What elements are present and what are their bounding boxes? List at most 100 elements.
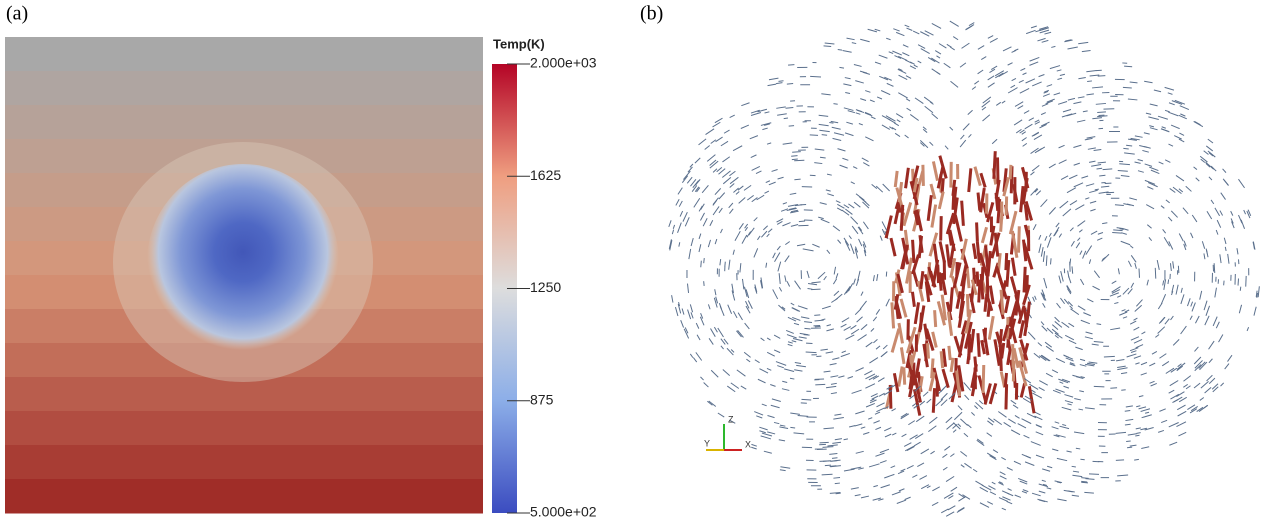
arrow: [1049, 65, 1061, 70]
arrow: [674, 307, 679, 317]
arrow: [696, 187, 701, 193]
arrow: [718, 192, 726, 200]
arrow: [1135, 434, 1140, 437]
arrow: [931, 22, 942, 29]
arrow: [1045, 345, 1054, 352]
arrow: [759, 368, 769, 374]
arrow: [1012, 404, 1019, 409]
arrow: [843, 326, 852, 331]
arrow: [766, 351, 775, 357]
arrow: [1204, 315, 1210, 326]
arrow: [1144, 179, 1156, 185]
arrow: [794, 362, 802, 365]
arrow: [768, 77, 779, 81]
arrow: [797, 415, 809, 417]
arrow: [784, 275, 787, 282]
arrow: [1080, 458, 1085, 461]
arrow: [1062, 424, 1067, 427]
arrow: [1196, 406, 1204, 413]
arrow: [987, 501, 994, 505]
arrow: [1102, 222, 1108, 225]
arrow: [967, 342, 972, 360]
arrow: [1211, 383, 1219, 390]
arrow: [762, 127, 768, 131]
arrow: [786, 334, 797, 339]
arrow: [1246, 210, 1251, 219]
arrow: [1177, 410, 1187, 417]
arrow: [1213, 263, 1216, 273]
arrow: [1001, 100, 1006, 104]
arrow: [871, 183, 878, 190]
arrow: [920, 448, 930, 455]
arrow: [1215, 321, 1220, 329]
arrow: [1054, 480, 1063, 484]
arrow: [783, 368, 795, 372]
arrow: [819, 441, 829, 444]
arrow: [767, 228, 773, 233]
arrow: [829, 491, 841, 494]
band: [5, 71, 483, 106]
arrow: [888, 384, 893, 409]
arrow: [687, 166, 693, 173]
arrow: [943, 62, 951, 69]
arrow: [935, 398, 944, 407]
arrow: [915, 415, 925, 423]
arrow: [1039, 380, 1048, 386]
arrow: [1024, 395, 1033, 401]
arrow: [1127, 260, 1132, 268]
arrow: [995, 157, 1000, 184]
arrow: [733, 187, 739, 193]
arrow: [977, 279, 982, 303]
arrow: [883, 389, 893, 396]
arrow: [740, 385, 747, 390]
arrow: [1047, 465, 1053, 469]
arrow: [1061, 321, 1070, 328]
arrow: [975, 401, 984, 410]
arrow: [1023, 307, 1028, 328]
arrow: [1060, 175, 1069, 181]
arrow: [785, 241, 791, 246]
arrow: [829, 121, 834, 124]
arrow: [794, 178, 801, 181]
arrow: [912, 389, 922, 416]
arrow: [1078, 41, 1089, 45]
arrow: [915, 433, 924, 439]
arrow: [1055, 222, 1060, 228]
arrow: [823, 370, 831, 373]
arrow: [987, 75, 995, 81]
arrow: [834, 413, 842, 416]
arrow: [991, 138, 998, 145]
arrow: [706, 154, 716, 162]
arrow: [766, 233, 770, 238]
arrow: [1230, 218, 1234, 224]
arrow: [1019, 129, 1025, 134]
arrow: [880, 351, 888, 358]
arrow: [703, 257, 705, 264]
arrow: [924, 30, 934, 36]
arrow: [1034, 411, 1041, 416]
arrow: [845, 334, 855, 340]
arrow: [731, 290, 736, 301]
arrow: [841, 350, 847, 354]
arrow: [681, 308, 685, 315]
arrow: [1124, 423, 1131, 426]
arrow: [760, 122, 772, 126]
arrow: [1010, 257, 1017, 276]
arrow: [901, 244, 909, 270]
arrow: [765, 180, 771, 184]
arrow: [767, 415, 775, 419]
arrow: [1134, 458, 1139, 461]
arrow: [862, 201, 870, 209]
arrow: [1176, 362, 1186, 370]
arrow: [1178, 233, 1184, 242]
arrow: [1024, 200, 1034, 221]
arrow: [1038, 483, 1049, 488]
arrow: [1089, 200, 1097, 204]
arrow: [1012, 183, 1019, 203]
arrow: [911, 269, 920, 288]
arrow: [1175, 284, 1179, 295]
arrow: [1002, 496, 1011, 501]
arrow: [1054, 335, 1059, 339]
arrow: [1255, 290, 1258, 298]
arrow: [978, 252, 989, 276]
